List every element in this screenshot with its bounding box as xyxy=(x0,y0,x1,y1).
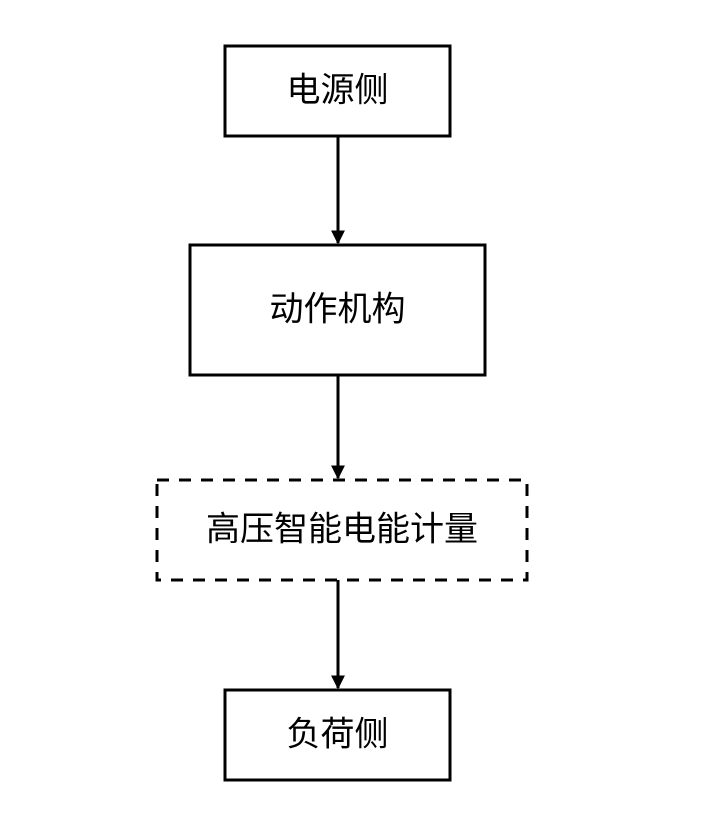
flowchart-diagram: 电源侧动作机构高压智能电能计量负荷侧 xyxy=(0,0,703,827)
node-action-mech-label: 动作机构 xyxy=(270,291,406,329)
node-power-side-label: 电源侧 xyxy=(287,72,389,110)
node-load-side-label: 负荷侧 xyxy=(287,716,389,754)
node-hv-smart-metering-label: 高压智能电能计量 xyxy=(206,511,478,549)
